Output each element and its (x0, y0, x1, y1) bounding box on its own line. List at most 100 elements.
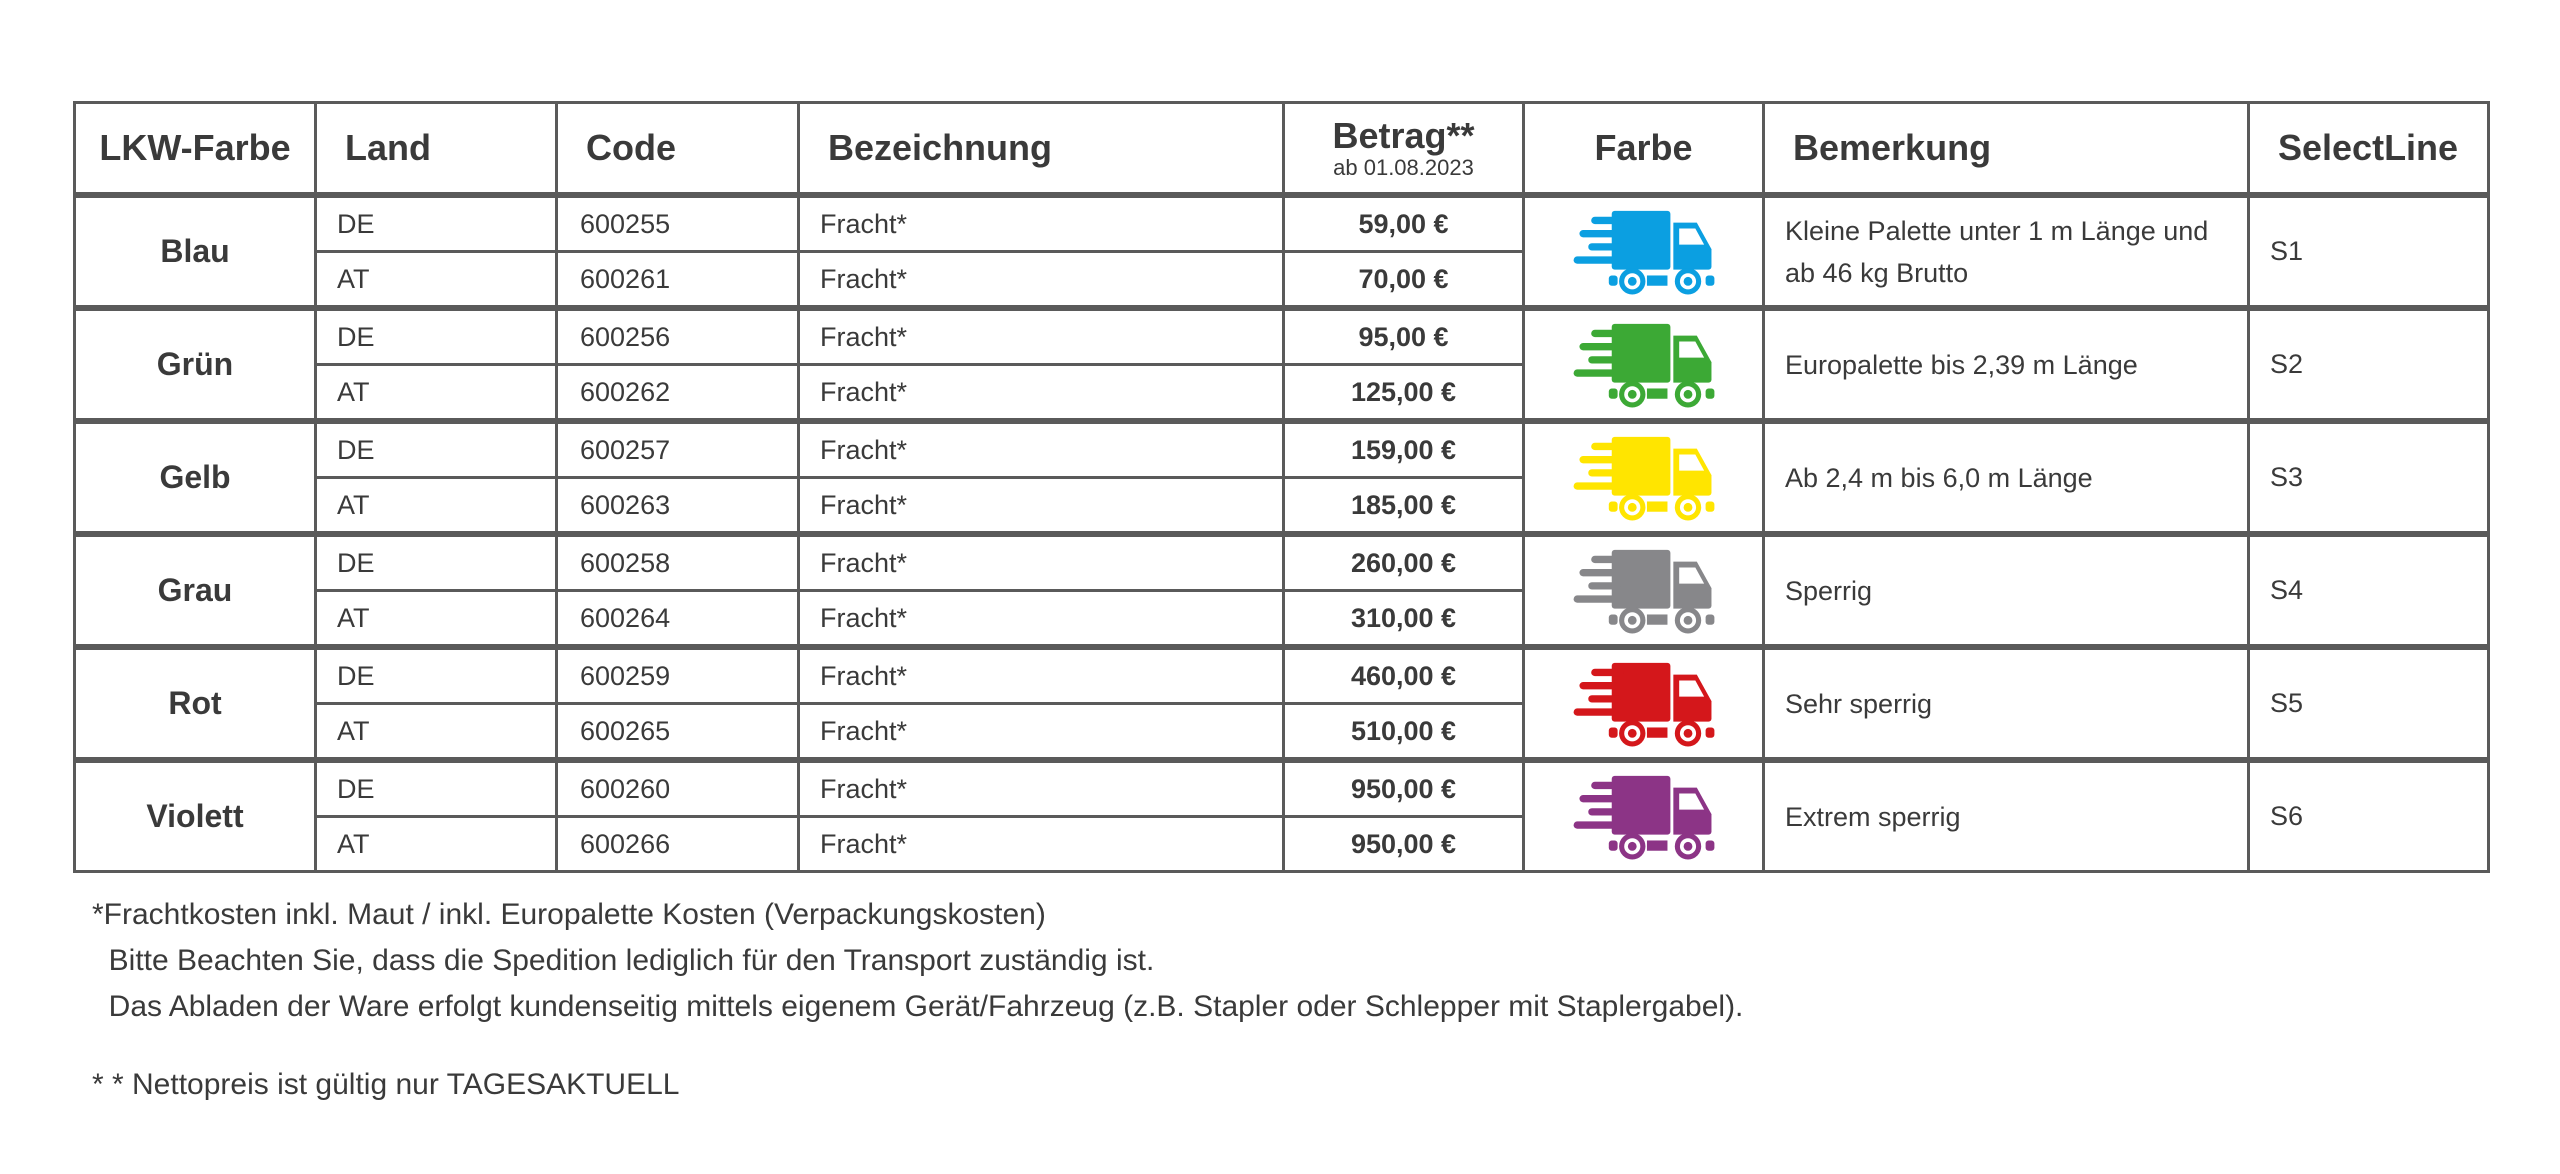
lkw-color-name: Grün (73, 306, 317, 423)
lkw-color-name: Rot (73, 645, 317, 762)
table-header-row: LKW-Farbe Land Code Bezeichnung Betrag**… (73, 101, 2490, 197)
truck-icon (1570, 547, 1718, 635)
code-cell: 600264 (555, 589, 800, 649)
lkw-color-name: Gelb (73, 419, 317, 536)
selectline-cell: S3 (2247, 419, 2490, 536)
code-cell: 600260 (555, 758, 800, 818)
bemerkung-cell: Extrem sperrig (1762, 758, 2250, 873)
bemerkung-cell: Sperrig (1762, 532, 2250, 649)
lkw-color-name: Blau (73, 193, 317, 310)
selectline-cell: S6 (2247, 758, 2490, 873)
table-row: AT 600263 Fracht* 185,00 € (75, 476, 2489, 536)
farbe-cell (1522, 645, 1765, 762)
footnote-1: *Frachtkosten inkl. Maut / inkl. Europal… (92, 898, 1046, 931)
bezeichnung-cell: Fracht* (797, 815, 1285, 873)
freight-price-table: LKW-Farbe Land Code Bezeichnung Betrag**… (73, 101, 2490, 873)
header-land: Land (314, 101, 558, 197)
betrag-cell: 950,00 € (1282, 815, 1525, 873)
selectline-cell: S2 (2247, 306, 2490, 423)
land-cell: AT (314, 589, 558, 649)
bezeichnung-cell: Fracht* (797, 589, 1285, 649)
bezeichnung-cell: Fracht* (797, 645, 1285, 705)
header-farbe: Farbe (1522, 101, 1765, 197)
footnote-4: * * Nettopreis ist gültig nur TAGESAKTUE… (92, 1068, 680, 1101)
code-cell: 600265 (555, 702, 800, 762)
betrag-cell: 260,00 € (1282, 532, 1525, 592)
code-cell: 600256 (555, 306, 800, 366)
bezeichnung-cell: Fracht* (797, 193, 1285, 253)
table-row: AT 600262 Fracht* 125,00 € (75, 363, 2489, 423)
truck-icon (1570, 434, 1718, 522)
truck-icon (1570, 208, 1718, 296)
bemerkung-cell: Ab 2,4 m bis 6,0 m Länge (1762, 419, 2250, 536)
table-row: Violett DE 600260 Fracht* 950,00 € Extrem spe… (73, 758, 2490, 873)
truck-category-group: Violett DE 600260 Fracht* 950,00 € Extrem spe… (73, 758, 2490, 873)
bezeichnung-cell: Fracht* (797, 476, 1285, 536)
bezeichnung-cell: Fracht* (797, 306, 1285, 366)
farbe-cell (1522, 306, 1765, 423)
betrag-cell: 460,00 € (1282, 645, 1525, 705)
bezeichnung-cell: Fracht* (797, 532, 1285, 592)
betrag-cell: 95,00 € (1282, 306, 1525, 366)
betrag-cell: 310,00 € (1282, 589, 1525, 649)
table-row: Grau DE 600258 Fracht* 260,00 € Sperrig S4 (73, 532, 2490, 649)
bezeichnung-cell: Fracht* (797, 363, 1285, 423)
table-row: AT 600266 Fracht* 950,00 € (75, 815, 2489, 873)
bemerkung-cell: Sehr sperrig (1762, 645, 2250, 762)
code-cell: 600257 (555, 419, 800, 479)
land-cell: DE (314, 306, 558, 366)
bezeichnung-cell: Fracht* (797, 702, 1285, 762)
bezeichnung-cell: Fracht* (797, 250, 1285, 310)
code-cell: 600261 (555, 250, 800, 310)
land-cell: DE (314, 758, 558, 818)
selectline-cell: S1 (2247, 193, 2490, 310)
code-cell: 600263 (555, 476, 800, 536)
table-row: Rot DE 600259 Fracht* 460,00 € Sehr sperrig S5 (73, 645, 2490, 762)
header-bemerkung: Bemerkung (1762, 101, 2250, 197)
truck-icon (1570, 773, 1718, 861)
truck-category-group: Gelb DE 600257 Fracht* 159,00 € Ab 2,4 m bis … (73, 419, 2490, 536)
selectline-cell: S5 (2247, 645, 2490, 762)
betrag-cell: 59,00 € (1282, 193, 1525, 253)
lkw-color-name: Grau (73, 532, 317, 649)
betrag-cell: 70,00 € (1282, 250, 1525, 310)
land-cell: AT (314, 702, 558, 762)
table-row: AT 600261 Fracht* 70,00 € (75, 250, 2489, 310)
bezeichnung-cell: Fracht* (797, 758, 1285, 818)
bezeichnung-cell: Fracht* (797, 419, 1285, 479)
code-cell: 600266 (555, 815, 800, 873)
betrag-cell: 159,00 € (1282, 419, 1525, 479)
code-cell: 600259 (555, 645, 800, 705)
truck-icon (1570, 321, 1718, 409)
lkw-color-name: Violett (73, 758, 317, 873)
header-code: Code (555, 101, 800, 197)
betrag-cell: 125,00 € (1282, 363, 1525, 423)
land-cell: DE (314, 532, 558, 592)
truck-icon (1570, 660, 1718, 748)
header-betrag: Betrag** ab 01.08.2023 (1282, 101, 1525, 197)
farbe-cell (1522, 193, 1765, 310)
footnote-2: Bitte Beachten Sie, dass die Spedition l… (92, 944, 1155, 977)
table-row: Blau DE 600255 Fracht* 59,00 € Kleine Palette… (73, 193, 2490, 310)
betrag-cell: 510,00 € (1282, 702, 1525, 762)
header-betrag-date: ab 01.08.2023 (1333, 155, 1474, 180)
land-cell: AT (314, 476, 558, 536)
footnote-3: Das Abladen der Ware erfolgt kundenseiti… (92, 990, 1744, 1023)
table-row: Gelb DE 600257 Fracht* 159,00 € Ab 2,4 m bis … (73, 419, 2490, 536)
farbe-cell (1522, 419, 1765, 536)
land-cell: DE (314, 193, 558, 253)
table-row: Grün DE 600256 Fracht* 95,00 € Europalette bi… (73, 306, 2490, 423)
bemerkung-cell: Europalette bis 2,39 m Länge (1762, 306, 2250, 423)
header-selectline: SelectLine (2247, 101, 2490, 197)
bemerkung-cell: Kleine Palette unter 1 m Länge und ab 46… (1762, 193, 2250, 310)
land-cell: DE (314, 419, 558, 479)
table-row: AT 600264 Fracht* 310,00 € (75, 589, 2489, 649)
header-betrag-label: Betrag** (1332, 115, 1475, 156)
farbe-cell (1522, 532, 1765, 649)
code-cell: 600262 (555, 363, 800, 423)
land-cell: AT (314, 815, 558, 873)
land-cell: AT (314, 250, 558, 310)
truck-category-group: Grau DE 600258 Fracht* 260,00 € Sperrig S4 AT 60… (73, 532, 2490, 649)
land-cell: DE (314, 645, 558, 705)
truck-category-group: Grün DE 600256 Fracht* 95,00 € Europalette bi… (73, 306, 2490, 423)
